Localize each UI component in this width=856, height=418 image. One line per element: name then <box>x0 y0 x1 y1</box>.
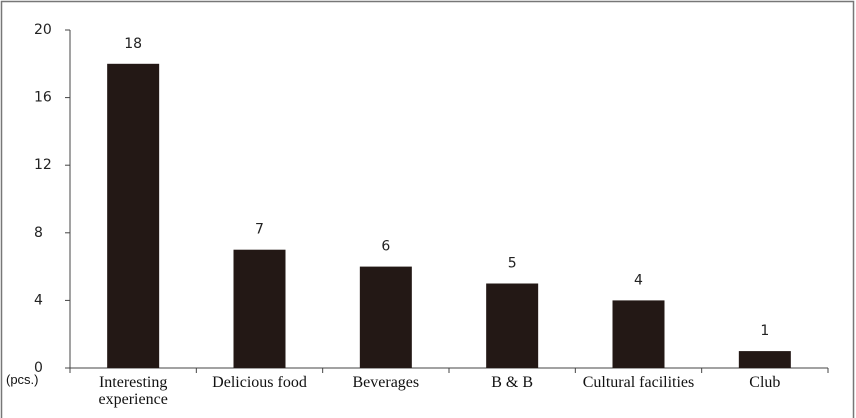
bar <box>612 300 665 368</box>
bar <box>107 63 160 369</box>
x-tick-label: Interesting experience <box>98 374 168 408</box>
bar <box>486 283 539 368</box>
data-label: 1 <box>760 323 769 339</box>
data-label: 6 <box>381 239 390 255</box>
bar <box>359 266 412 368</box>
bar <box>233 249 286 368</box>
y-unit-label: (pcs.) <box>6 372 39 387</box>
x-tick-label: Beverages <box>352 374 420 391</box>
data-label: 5 <box>508 256 517 272</box>
y-tick-label: 20 <box>34 22 52 38</box>
y-tick-label: 4 <box>34 292 43 308</box>
x-tick-label: Delicious food <box>212 374 307 391</box>
data-label: 18 <box>124 36 142 52</box>
y-tick-label: 16 <box>34 90 52 106</box>
data-label: 7 <box>255 222 264 238</box>
x-tick-label: Club <box>749 374 781 391</box>
x-tick-label: B & B <box>491 374 534 391</box>
bar <box>738 351 791 368</box>
y-tick-label: 8 <box>34 225 43 241</box>
y-tick-label: 12 <box>34 157 52 173</box>
y-tick-label: 0 <box>34 360 43 376</box>
x-tick-label: Cultural facilities <box>582 374 695 391</box>
data-label: 4 <box>634 272 643 288</box>
